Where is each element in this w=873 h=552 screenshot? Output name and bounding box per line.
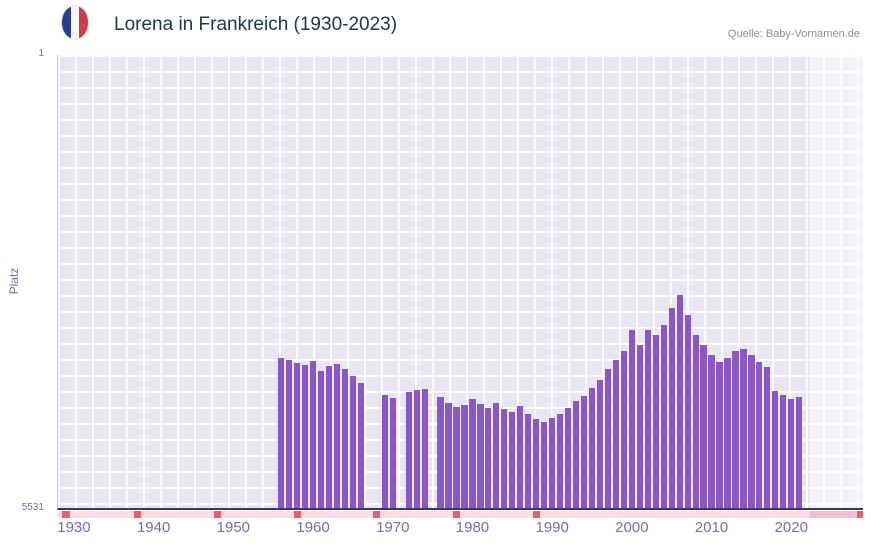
bar-1965[interactable]: [349, 376, 356, 508]
bar-1995[interactable]: [588, 387, 596, 508]
bar-1974[interactable]: [421, 389, 428, 508]
strip-marker-1968: [373, 511, 381, 518]
bar-2001[interactable]: [636, 344, 643, 508]
bar-2000[interactable]: [628, 330, 635, 508]
flag-white-stripe: [70, 6, 80, 39]
bar-1966[interactable]: [357, 382, 364, 508]
strip-marker-1988: [532, 511, 540, 518]
bar-1985[interactable]: [509, 412, 516, 508]
bar-1978[interactable]: [453, 407, 460, 508]
bar-2009[interactable]: [700, 344, 707, 508]
bar-2012[interactable]: [724, 358, 731, 508]
plot-area: [57, 55, 863, 510]
x-tick-1930: 1930: [57, 519, 91, 536]
bar-1964[interactable]: [341, 368, 349, 508]
bar-1999[interactable]: [620, 351, 627, 508]
bar-1997[interactable]: [604, 369, 612, 508]
bar-1982[interactable]: [485, 407, 492, 508]
x-tick-1960: 1960: [296, 519, 330, 536]
flag-red-stripe: [79, 6, 88, 39]
bar-1988[interactable]: [533, 419, 540, 508]
bar-2021[interactable]: [796, 396, 803, 508]
bar-1962[interactable]: [325, 366, 333, 508]
bar-2015[interactable]: [748, 354, 755, 508]
france-flag-icon: [62, 6, 88, 39]
bar-1961[interactable]: [317, 371, 325, 508]
bar-2016[interactable]: [756, 362, 763, 508]
source-label: Quelle: Baby-Vornamen.de: [727, 28, 860, 40]
x-axis-ticks: 1930 1940 1950 1960 1970 1980 1990 2000 2010 2020: [57, 519, 863, 539]
bar-1956[interactable]: [278, 358, 285, 508]
bar-2010[interactable]: [708, 354, 715, 508]
x-tick-2000: 2000: [615, 519, 649, 536]
recent-years-band: [810, 55, 863, 508]
x-tick-1970: 1970: [376, 519, 410, 536]
y-axis-label: Platz: [7, 267, 21, 295]
bar-1959[interactable]: [301, 365, 309, 508]
x-tick-1990: 1990: [535, 519, 569, 536]
bar-2011[interactable]: [716, 362, 723, 508]
flag-blue-stripe: [62, 6, 71, 39]
bar-2006[interactable]: [676, 294, 683, 508]
bar-2002[interactable]: [644, 330, 651, 508]
bar-2020[interactable]: [788, 398, 795, 508]
bar-2004[interactable]: [660, 325, 667, 508]
bar-1957[interactable]: [286, 360, 293, 508]
bar-1973[interactable]: [413, 389, 420, 508]
bar-1969[interactable]: [381, 394, 388, 508]
y-tick-bottom: 5531: [21, 502, 44, 513]
bar-1987[interactable]: [525, 413, 532, 508]
bar-1963[interactable]: [333, 363, 341, 508]
bar-2007[interactable]: [684, 315, 691, 508]
bar-1958[interactable]: [294, 362, 301, 508]
x-tick-1950: 1950: [216, 519, 251, 536]
bar-1984[interactable]: [501, 408, 508, 508]
bar-1993[interactable]: [572, 401, 580, 508]
bar-1960[interactable]: [309, 361, 317, 508]
bar-2013[interactable]: [732, 351, 739, 508]
bar-2018[interactable]: [772, 390, 779, 508]
chart-title: Lorena in Frankreich (1930-2023): [114, 14, 398, 35]
strip-marker-1978: [452, 511, 461, 518]
bar-1991[interactable]: [557, 413, 564, 508]
bar-1998[interactable]: [612, 359, 619, 508]
bar-1979[interactable]: [461, 404, 468, 508]
x-tick-2010: 2010: [694, 519, 729, 536]
bar-1992[interactable]: [564, 407, 572, 508]
bar-1976[interactable]: [437, 396, 444, 508]
strip-marker-1938: [134, 511, 142, 518]
bar-1981[interactable]: [477, 403, 484, 508]
bar-1970[interactable]: [389, 398, 396, 508]
strip-end-marker: [857, 511, 863, 518]
x-tick-1940: 1940: [136, 519, 171, 536]
missing-data-strip: [58, 511, 863, 518]
x-tick-1980: 1980: [455, 519, 490, 536]
bar-1983[interactable]: [493, 403, 500, 508]
bar-1994[interactable]: [580, 395, 588, 508]
y-tick-top: 1: [38, 48, 44, 59]
bar-1990[interactable]: [549, 417, 556, 508]
strip-marker-1948: [213, 511, 221, 518]
bar-2019[interactable]: [780, 394, 787, 508]
bar-1989[interactable]: [541, 421, 548, 508]
strip-marker-1929: [62, 511, 70, 518]
bar-1996[interactable]: [596, 380, 604, 508]
bar-1986[interactable]: [517, 405, 524, 508]
bar-1980[interactable]: [469, 398, 476, 508]
bar-2014[interactable]: [740, 349, 747, 508]
bar-2003[interactable]: [652, 335, 659, 508]
strip-marker-1958: [293, 511, 301, 518]
strip-recent-segment: [810, 511, 863, 518]
bar-1977[interactable]: [445, 403, 452, 508]
bar-1972[interactable]: [405, 391, 412, 508]
bar-2008[interactable]: [692, 335, 699, 508]
bar-2017[interactable]: [764, 367, 771, 508]
x-tick-2020: 2020: [774, 519, 808, 536]
bar-2005[interactable]: [668, 308, 675, 508]
